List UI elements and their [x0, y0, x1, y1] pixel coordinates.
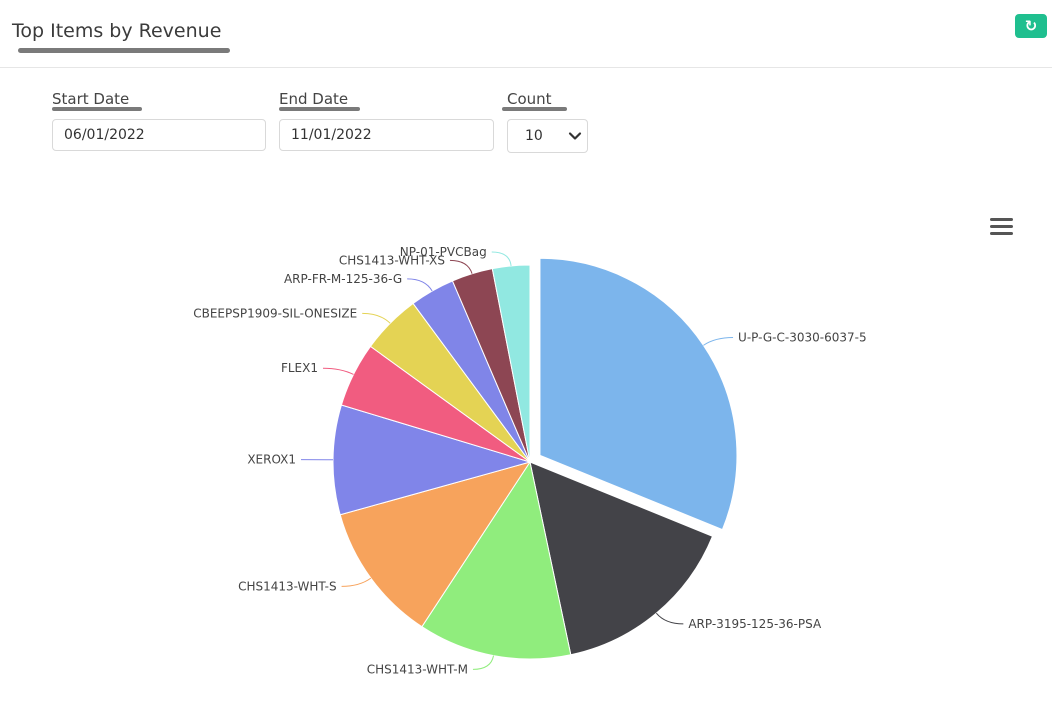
pie-slice[interactable] — [529, 461, 714, 656]
pie-slice-label: ARP-FR-M-125-36-G — [284, 272, 402, 286]
pie-slice-label: FLEX1 — [281, 361, 318, 375]
page-title: Top Items by Revenue — [12, 20, 222, 42]
pie-slice[interactable] — [539, 257, 738, 531]
count-label: Count — [507, 90, 552, 108]
header: Top Items by Revenue ↻ — [0, 0, 1052, 68]
pie-slice-label: NP-01-PVCBag — [400, 245, 487, 259]
pie-slice-label: CHS1413-WHT-XS — [339, 253, 445, 267]
pie-slice-label: ARP-3195-125-36-PSA — [688, 617, 822, 631]
refresh-icon: ↻ — [1024, 17, 1038, 35]
pie-connector — [655, 612, 684, 625]
start-date-input[interactable] — [52, 119, 266, 151]
count-select[interactable]: 10 — [507, 119, 588, 153]
count-label-underline — [502, 107, 567, 111]
hamburger-menu-icon[interactable] — [990, 218, 1013, 236]
pie-connector — [407, 278, 433, 292]
start-date-label: Start Date — [52, 90, 130, 108]
pie-slice-label: CHS1413-WHT-M — [367, 662, 468, 676]
chevron-down-icon — [568, 132, 582, 140]
start-date-label-underline — [52, 107, 142, 111]
end-date-label: End Date — [279, 90, 349, 108]
refresh-button[interactable]: ↻ — [1015, 14, 1047, 38]
pie-connector — [491, 251, 512, 266]
pie-connector — [341, 577, 372, 587]
pie-slice-label: XEROX1 — [247, 453, 296, 467]
end-date-input[interactable] — [279, 119, 494, 151]
pie-slice-label: CHS1413-WHT-S — [238, 579, 336, 593]
count-select-value: 10 — [525, 128, 543, 144]
pie-slice[interactable] — [339, 461, 532, 628]
pie-slice-label: CBEEPSP1909-SIL-ONESIZE — [193, 306, 357, 320]
pie-slice-label: U-P-G-C-3030-6037-5 — [738, 331, 867, 345]
pie-connector — [322, 367, 354, 375]
end-date-label-underline — [279, 107, 360, 111]
pie-connector — [703, 337, 734, 346]
pie-connector — [472, 655, 495, 670]
title-underline — [18, 48, 230, 53]
pie-connector — [449, 259, 473, 274]
pie-connector — [362, 312, 391, 324]
